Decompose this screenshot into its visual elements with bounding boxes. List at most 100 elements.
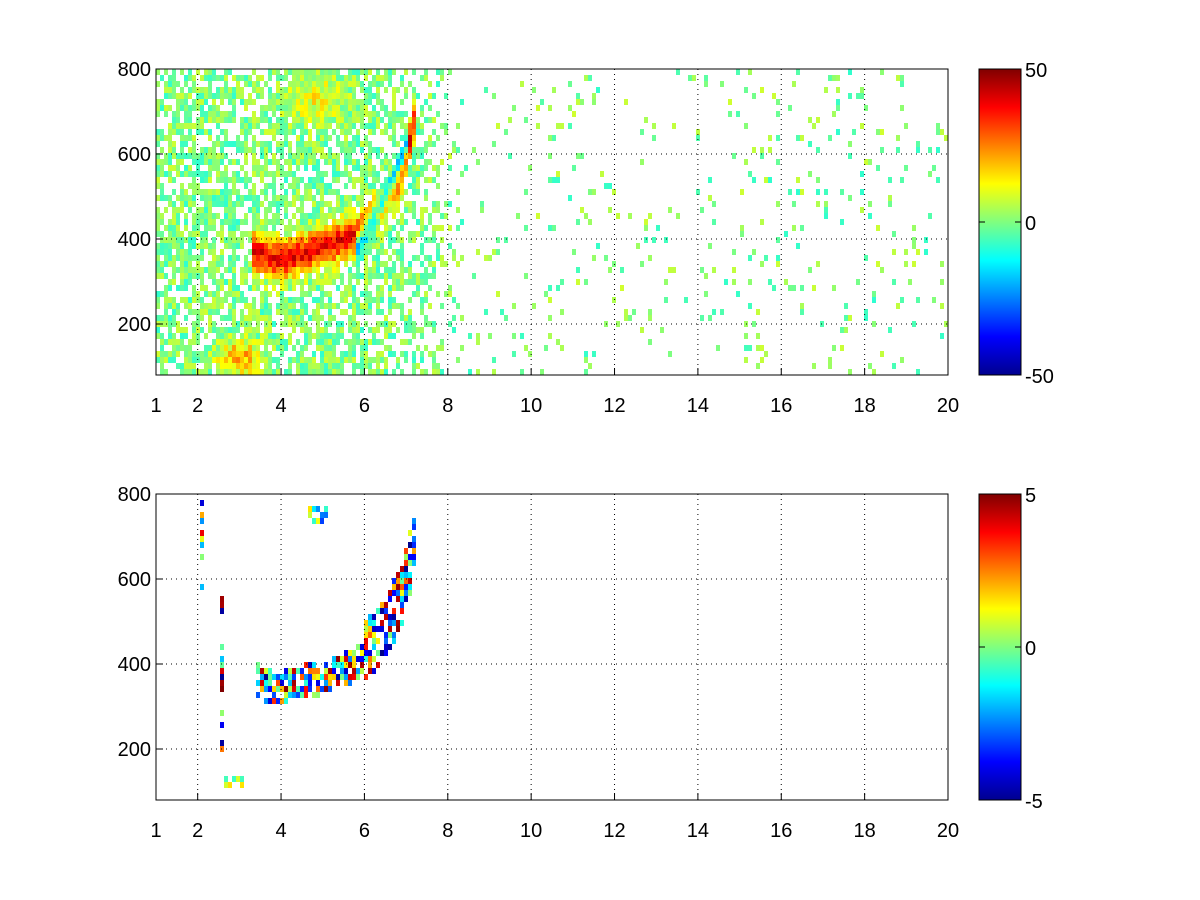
heatmap-cell <box>384 333 388 339</box>
heatmap-cell <box>348 291 352 297</box>
heatmap-cell <box>348 662 352 668</box>
heatmap-cell <box>260 189 264 195</box>
heatmap-cell <box>204 369 208 375</box>
heatmap-cell <box>156 231 160 237</box>
heatmap-cell <box>368 111 372 117</box>
heatmap-cell <box>392 261 396 267</box>
heatmap-cell <box>496 123 500 129</box>
heatmap-cell <box>304 692 308 698</box>
heatmap-cell <box>316 297 320 303</box>
heatmap-cell <box>408 339 412 345</box>
heatmap-cell <box>492 141 496 147</box>
heatmap-cell <box>420 219 424 225</box>
heatmap-cell <box>260 668 264 674</box>
heatmap-cell <box>328 93 332 99</box>
heatmap-cell <box>296 165 300 171</box>
heatmap-cell <box>340 117 344 123</box>
heatmap-cell <box>380 231 384 237</box>
heatmap-cell <box>184 357 188 363</box>
heatmap-cell <box>324 87 328 93</box>
heatmap-cell <box>372 111 376 117</box>
heatmap-cell <box>236 141 240 147</box>
heatmap-cell <box>396 237 400 243</box>
heatmap-cell <box>276 291 280 297</box>
heatmap-cell <box>352 291 356 297</box>
heatmap-cell <box>816 177 820 183</box>
heatmap-cell <box>388 351 392 357</box>
heatmap-cell <box>880 129 884 135</box>
heatmap-cell <box>824 207 828 213</box>
heatmap-cell <box>232 261 236 267</box>
heatmap-cell <box>160 135 164 141</box>
heatmap-cell <box>304 225 308 231</box>
heatmap-cell <box>304 99 308 105</box>
heatmap-cell <box>288 159 292 165</box>
heatmap-cell <box>328 333 332 339</box>
heatmap-cell <box>748 303 752 309</box>
heatmap-cell <box>252 153 256 159</box>
heatmap-cell <box>220 327 224 333</box>
heatmap-cell <box>288 105 292 111</box>
heatmap-cell <box>288 680 292 686</box>
heatmap-cell <box>292 213 296 219</box>
bottom-heatmap-axes-frame <box>155 493 949 801</box>
heatmap-cell <box>176 171 180 177</box>
heatmap-cell <box>224 111 228 117</box>
heatmap-cell <box>412 87 416 93</box>
heatmap-cell <box>392 165 396 171</box>
heatmap-cell <box>244 75 248 81</box>
heatmap-cell <box>268 279 272 285</box>
heatmap-cell <box>368 279 372 285</box>
heatmap-cell <box>712 219 716 225</box>
heatmap-cell <box>324 141 328 147</box>
heatmap-cell <box>424 141 428 147</box>
heatmap-cell <box>424 75 428 81</box>
heatmap-cell <box>512 333 516 339</box>
heatmap-cell <box>368 291 372 297</box>
heatmap-cell <box>272 339 276 345</box>
heatmap-cell <box>460 315 464 321</box>
heatmap-cell <box>272 177 276 183</box>
heatmap-cell <box>200 500 204 506</box>
heatmap-cell <box>272 273 276 279</box>
heatmap-cell <box>304 117 308 123</box>
heatmap-cell <box>560 279 564 285</box>
heatmap-cell <box>412 357 416 363</box>
heatmap-cell <box>408 117 412 123</box>
heatmap-cell <box>788 105 792 111</box>
heatmap-cell <box>260 686 264 692</box>
heatmap-cell <box>332 357 336 363</box>
heatmap-cell <box>160 333 164 339</box>
heatmap-cell <box>328 105 332 111</box>
heatmap-cell <box>392 321 396 327</box>
heatmap-cell <box>352 273 356 279</box>
heatmap-cell <box>280 195 284 201</box>
heatmap-cell <box>324 237 328 243</box>
heatmap-cell <box>320 225 324 231</box>
heatmap-cell <box>468 369 472 375</box>
heatmap-cell <box>388 321 392 327</box>
heatmap-cell <box>328 255 332 261</box>
heatmap-cell <box>248 99 252 105</box>
heatmap-cell <box>188 357 192 363</box>
heatmap-cell <box>368 273 372 279</box>
heatmap-cell <box>532 87 536 93</box>
heatmap-cell <box>360 177 364 183</box>
heatmap-cell <box>408 81 412 87</box>
heatmap-cell <box>736 111 740 117</box>
heatmap-cell <box>364 165 368 171</box>
heatmap-cell <box>816 201 820 207</box>
heatmap-cell <box>260 333 264 339</box>
heatmap-cell <box>412 548 416 554</box>
heatmap-cell <box>296 195 300 201</box>
heatmap-cell <box>224 189 228 195</box>
heatmap-cell <box>400 135 404 141</box>
heatmap-cell <box>400 273 404 279</box>
heatmap-cell <box>852 129 856 135</box>
heatmap-cell <box>348 87 352 93</box>
heatmap-cell <box>276 249 280 255</box>
heatmap-cell <box>328 69 332 75</box>
heatmap-cell <box>444 201 448 207</box>
colorbar-tick-label: -50 <box>1025 366 1054 388</box>
heatmap-cell <box>348 219 352 225</box>
